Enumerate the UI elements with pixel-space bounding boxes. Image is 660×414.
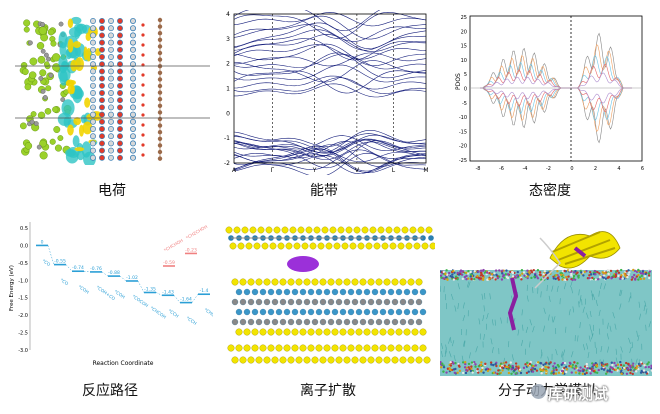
reaction-xlabel: Reaction Coordinate — [93, 360, 154, 367]
reaction-ytick: -0.5 — [18, 261, 28, 267]
reaction-ytick: -1.0 — [18, 278, 28, 284]
reaction-level-value: 0 — [41, 239, 44, 245]
band-kpoint-label: A — [232, 167, 237, 174]
watermark: 库研测试 — [548, 385, 609, 403]
pdos-xtick: 6 — [641, 166, 644, 172]
charge-density-image — [15, 15, 210, 165]
band-ytick: -2 — [224, 160, 230, 167]
caption-diffusion: 离子扩散 — [300, 383, 356, 399]
reaction-state-label: *CO — [41, 258, 52, 268]
reaction-level-value: -0.88 — [108, 270, 120, 276]
caption-dos: 态密度 — [529, 183, 571, 199]
caption-charge: 电荷 — [98, 183, 126, 199]
reaction-ylabel: Free Energy (eV) — [9, 265, 15, 311]
pdos-ytick: 15 — [461, 44, 467, 50]
reaction-state-label: *COH — [113, 289, 126, 301]
reaction-pathway-chart: 0.5 0.0 -0.5 -1.0 -1.5 -2.0 -2.5 -3.0 0 *CO -0.55… — [8, 218, 213, 373]
reaction-ytick: -2.0 — [18, 313, 28, 319]
pdos-xtick: -6 — [499, 166, 504, 172]
band-kpoint-label: Γ — [271, 167, 275, 174]
caption-reaction: 反应路径 — [82, 383, 138, 399]
caption-band: 能带 — [310, 183, 338, 199]
reaction-state-label: *CO — [59, 277, 70, 287]
watermark-logo-icon — [531, 384, 546, 399]
pdos-ytick: -5 — [462, 101, 467, 107]
reaction-level-value: -1.02 — [126, 275, 138, 281]
reaction-level-value: -0.55 — [54, 259, 66, 265]
reaction-state-label: *CHCH — [203, 307, 213, 320]
band-ytick: 2 — [226, 61, 230, 68]
pdos-ytick: -25 — [459, 158, 467, 164]
pdos-xtick: -4 — [523, 166, 528, 172]
reaction-state-label: *CCH — [185, 315, 198, 326]
band-ytick: -1 — [224, 135, 230, 142]
band-ytick: 1 — [226, 86, 230, 93]
band-structure-chart: 4 3 2 1 0 -1 -2 A Γ Y V L M — [218, 10, 430, 175]
band-kpoint-label: L — [392, 167, 396, 174]
reaction-level-value: -1.64 — [180, 297, 192, 303]
reaction-level-value: -1.43 — [162, 289, 174, 295]
reaction-state-label: *CHCHOH — [163, 238, 184, 254]
reaction-level-value: -0.59 — [163, 260, 175, 266]
pdos-xtick: 4 — [617, 166, 620, 172]
reaction-level-value: -1.35 — [144, 286, 156, 292]
pdos-ytick: 0 — [464, 87, 467, 93]
band-kpoint-label: M — [423, 167, 428, 174]
reaction-ytick: 0.0 — [20, 243, 28, 249]
band-kpoint-label: V — [355, 167, 360, 174]
pdos-ytick: 20 — [461, 29, 467, 35]
pdos-xtick: -8 — [476, 166, 481, 172]
reaction-level-value: -0.76 — [90, 266, 102, 272]
reaction-ytick: 0.5 — [20, 226, 28, 232]
reaction-state-label: *COCOH — [131, 294, 149, 309]
reaction-level-value: -0.74 — [72, 265, 84, 271]
reaction-level-value: -0.23 — [185, 247, 197, 253]
pdos-ylabel: PDOS — [455, 73, 462, 90]
pdos-xtick: 0 — [570, 166, 573, 172]
reaction-state-label: *CH2CHOH — [185, 224, 209, 241]
pdos-xtick: 2 — [594, 166, 597, 172]
pdos-ytick: 25 — [461, 15, 467, 21]
reaction-level-value: -1.4 — [200, 288, 209, 294]
reaction-ytick: -3.0 — [18, 348, 28, 354]
pdos-ytick: -20 — [459, 144, 467, 150]
ion-diffusion-image — [225, 220, 435, 370]
reaction-state-label: *COH — [77, 284, 90, 296]
band-ytick: 4 — [226, 11, 230, 18]
pdos-ytick: -15 — [459, 129, 467, 135]
reaction-state-label: *CCH — [167, 308, 180, 319]
molecular-dynamics-image — [440, 218, 652, 376]
reaction-ytick: -2.5 — [18, 331, 28, 337]
band-ytick: 0 — [226, 110, 230, 117]
reaction-state-label: *CHCOH — [149, 305, 167, 320]
pdos-ytick: 5 — [464, 72, 467, 78]
caption-md: 分子动力学模拟 — [498, 383, 596, 399]
pdos-ytick: -10 — [459, 115, 467, 121]
band-kpoint-label: Y — [312, 167, 317, 174]
pdos-ytick: 10 — [461, 58, 467, 64]
reaction-ytick: -1.5 — [18, 296, 28, 302]
band-ytick: 3 — [226, 36, 230, 43]
pdos-xtick: -2 — [546, 166, 551, 172]
